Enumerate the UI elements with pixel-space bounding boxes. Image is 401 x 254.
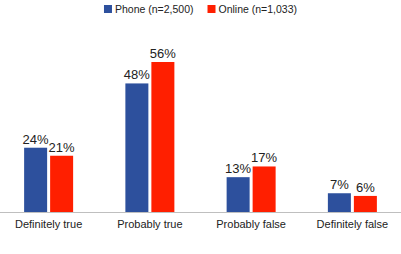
tick-label: Definitely false [317, 218, 389, 230]
legend-swatch [104, 5, 112, 13]
legend-label: Online (n=1,033) [219, 3, 298, 15]
data-label: 48% [124, 67, 150, 82]
legend-item: Phone (n=2,500) [104, 3, 194, 15]
tick: Definitely true [15, 218, 82, 230]
x-axis: Definitely true Probably true Probably fal… [0, 213, 401, 230]
data-label: 24% [23, 132, 49, 147]
legend: Phone (n=2,500) Online (n=1,033) [104, 3, 297, 15]
bar [125, 83, 148, 212]
data-label: 6% [356, 180, 375, 195]
bar [253, 166, 276, 212]
bar [227, 177, 250, 212]
bar [50, 156, 73, 212]
data-label: 17% [251, 150, 277, 165]
bar [328, 193, 351, 212]
tick: Definitely false [317, 218, 389, 230]
data-label: 7% [330, 177, 349, 192]
chart: 24% 48% 13% 7% 21% 56% 17% 6% Definitely true Pro… [0, 0, 401, 254]
tick-label: Probably false [216, 218, 286, 230]
tick: Probably true [117, 218, 182, 230]
data-label: 21% [49, 140, 75, 155]
data-labels: 24% 48% 13% 7% 21% 56% 17% 6% [23, 46, 376, 195]
bar [354, 196, 377, 212]
tick-label: Probably true [117, 218, 182, 230]
legend-label: Phone (n=2,500) [115, 3, 194, 15]
bar [151, 62, 174, 212]
axis-line [0, 212, 401, 213]
bar [24, 148, 47, 212]
legend-item: Online (n=1,033) [208, 3, 298, 15]
tick: Probably false [216, 218, 286, 230]
data-label: 13% [225, 161, 251, 176]
legend-swatch [208, 5, 216, 13]
bars [24, 62, 377, 212]
data-label: 56% [150, 46, 176, 61]
tick-label: Definitely true [15, 218, 82, 230]
